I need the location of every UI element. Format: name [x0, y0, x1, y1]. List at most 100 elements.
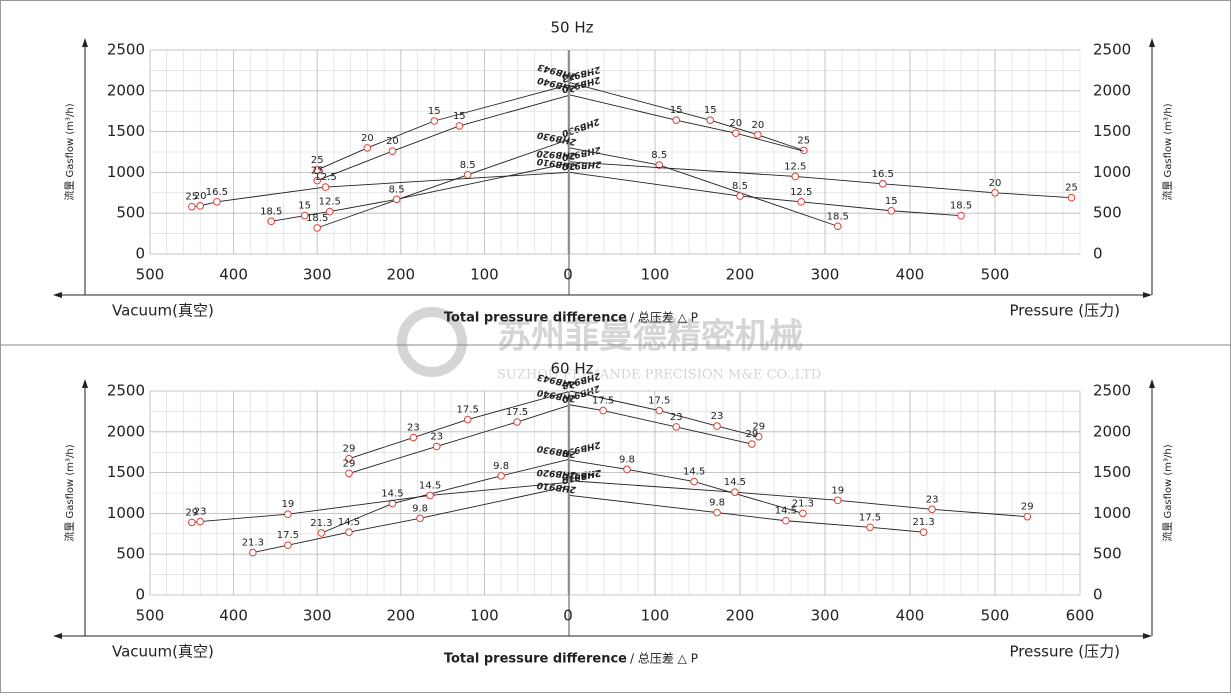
x-tick-label: 400	[896, 607, 925, 625]
watermark-logo	[397, 307, 467, 377]
y-tick-label: 500	[1093, 204, 1122, 222]
point-label: 9.8	[619, 454, 635, 465]
point-label: 17.5	[859, 512, 881, 523]
x-tick-label: 400	[219, 607, 248, 625]
x-tick-label: 200	[386, 607, 415, 625]
axis-arrow	[82, 38, 88, 47]
model-label: 2HB920	[561, 467, 601, 481]
point-marker	[736, 192, 744, 200]
point-marker	[313, 166, 322, 174]
point-label: 17.5	[277, 530, 299, 541]
y-tick-label: 1500	[1093, 463, 1131, 481]
point-marker	[879, 180, 887, 188]
point-label: 8.5	[732, 181, 748, 192]
y-tick-label: 0	[135, 245, 145, 263]
x-tick-label: 300	[303, 266, 332, 284]
point-label: 17.5	[506, 407, 528, 418]
point-marker	[866, 523, 874, 532]
y-tick-label: 1000	[1093, 504, 1131, 522]
point-label: 20	[751, 120, 764, 131]
point-marker	[754, 131, 762, 139]
y-tick-label: 1500	[107, 122, 145, 140]
point-marker	[655, 161, 664, 169]
point-marker	[345, 469, 353, 478]
y-tick-label: 2000	[107, 81, 145, 99]
point-marker	[196, 517, 204, 526]
series-line	[317, 95, 569, 181]
x-tick-label: 400	[219, 266, 248, 284]
point-label: 23	[926, 494, 939, 505]
point-label: 12.5	[314, 172, 336, 183]
y-tick-label: 0	[1093, 245, 1103, 263]
point-marker	[713, 422, 721, 430]
point-label: 14.5	[419, 480, 441, 491]
point-marker	[345, 528, 353, 536]
point-label: 14.5	[683, 467, 705, 478]
model-label: 2HB920	[536, 467, 576, 480]
series-line	[348, 391, 569, 460]
axis-arrow	[1149, 379, 1155, 388]
x-tick-label: 100	[641, 266, 670, 284]
axis-arrow	[1149, 38, 1155, 47]
series-line	[569, 459, 804, 514]
point-label: 12.5	[319, 197, 341, 208]
point-marker	[284, 510, 292, 519]
x-tick-label: 500	[981, 266, 1010, 284]
point-label: 29	[343, 444, 356, 455]
point-marker	[513, 418, 521, 426]
point-marker	[799, 509, 807, 518]
y-tick-label: 1500	[107, 463, 145, 481]
x-axis-label: Total pressure difference	[444, 311, 627, 326]
point-marker	[432, 442, 441, 451]
point-label: 29	[746, 429, 759, 440]
point-label: 18.5	[950, 201, 972, 212]
point-label: 29	[185, 507, 198, 518]
point-label: 20	[386, 136, 399, 147]
point-label: 29	[343, 458, 356, 469]
series-line	[348, 405, 569, 474]
x-tick-label: 300	[303, 607, 332, 625]
x-tick-label: 500	[136, 266, 165, 284]
point-marker	[754, 432, 763, 441]
model-label: 2HB910	[536, 479, 576, 493]
point-label: 17.5	[592, 396, 614, 407]
point-label: 25	[797, 135, 810, 146]
point-marker	[416, 514, 424, 523]
point-marker	[1023, 512, 1032, 521]
watermark-cn: 苏州菲曼德精密机械	[497, 317, 803, 357]
watermark: 苏州菲曼德精密机械 SUZHOU FEIMANDE PRECISION M&E …	[397, 307, 821, 383]
point-marker	[690, 477, 698, 486]
x-tick-label: 500	[136, 607, 165, 625]
point-label: 8.5	[651, 150, 667, 161]
point-label: 17.5	[648, 396, 670, 407]
point-marker	[919, 528, 928, 536]
y-tick-label: 1000	[1093, 163, 1131, 181]
point-marker	[196, 202, 204, 210]
point-label: 16.5	[206, 187, 228, 198]
point-marker	[731, 488, 739, 496]
y-tick-label: 500	[116, 545, 145, 563]
point-marker	[267, 217, 276, 226]
point-label: 15	[298, 201, 311, 212]
chart-title: 50 Hz	[550, 19, 593, 37]
point-label: 29	[1021, 502, 1034, 513]
point-label: 9.8	[493, 461, 509, 472]
x-tick-label: 0	[563, 607, 573, 625]
watermark-en: SUZHOU FEIMANDE PRECISION M&E CO.,LTD	[497, 368, 821, 383]
point-marker	[463, 415, 472, 424]
point-label: 18.5	[260, 206, 282, 217]
point-label: 23	[670, 412, 683, 423]
point-label: 19	[282, 499, 295, 510]
point-label: 8.5	[460, 160, 476, 171]
y-axis-label: 流量 Gasflow (m³/h)	[1161, 444, 1174, 541]
point-marker	[409, 433, 418, 442]
point-label: 23	[711, 411, 724, 422]
point-label: 14.5	[724, 477, 746, 488]
point-marker	[748, 440, 756, 448]
point-label: 25	[185, 192, 198, 203]
point-label: 8.5	[389, 184, 405, 195]
point-label: 18.5	[827, 211, 849, 222]
y-tick-label: 2500	[107, 382, 145, 400]
y-tick-label: 2500	[1093, 382, 1131, 400]
